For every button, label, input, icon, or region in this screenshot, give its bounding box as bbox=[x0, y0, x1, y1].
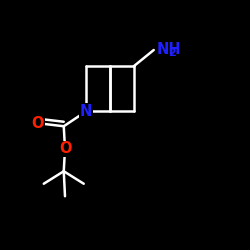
Text: 2: 2 bbox=[168, 48, 176, 58]
Text: O: O bbox=[59, 141, 71, 156]
Text: NH: NH bbox=[156, 42, 181, 58]
Text: O: O bbox=[32, 116, 44, 131]
Text: N: N bbox=[80, 104, 92, 119]
